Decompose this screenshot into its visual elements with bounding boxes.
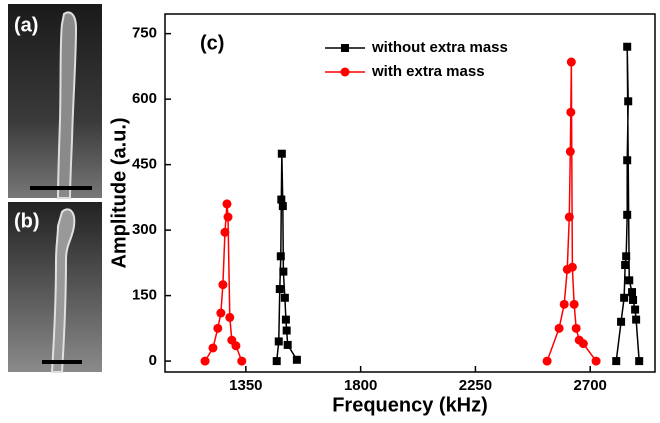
data-point: [578, 339, 588, 349]
data-point: [208, 343, 218, 353]
data-point: [280, 293, 289, 302]
data-point: [612, 357, 621, 366]
data-point: [292, 355, 301, 364]
panel-label: (a): [14, 14, 38, 36]
data-point: [277, 195, 286, 204]
data-point: [216, 308, 226, 318]
plot-frame: [164, 13, 656, 373]
data-point: [624, 97, 633, 106]
data-point: [571, 323, 581, 333]
data-point: [231, 341, 241, 351]
data-point: [220, 227, 230, 237]
y-tick-label: 150: [132, 287, 157, 304]
data-point: [620, 293, 629, 302]
data-point: [225, 312, 235, 322]
legend-label: without extra mass: [371, 39, 508, 56]
data-point: [274, 337, 283, 346]
data-point: [542, 356, 552, 366]
y-tick-label: 300: [132, 221, 157, 238]
data-point: [628, 288, 637, 297]
series-line: [275, 46, 640, 362]
legend-marker: [341, 44, 349, 52]
data-point: [623, 156, 632, 165]
data-point: [631, 305, 640, 314]
data-point: [554, 323, 564, 333]
data-point: [222, 199, 232, 209]
data-point: [283, 340, 292, 349]
x-tick-label: 1350: [229, 377, 262, 394]
data-point: [632, 315, 641, 324]
data-point: [277, 149, 286, 158]
data-point: [276, 252, 285, 261]
data-point: [200, 356, 210, 366]
y-axis-label: Amplitude (a.u.): [108, 117, 130, 268]
data-point: [282, 326, 291, 335]
data-point: [223, 212, 233, 222]
x-tick-label: 2700: [574, 377, 607, 394]
data-point: [281, 315, 290, 324]
data-point: [278, 202, 287, 211]
panel-label: (b): [14, 210, 40, 232]
data-point: [275, 285, 284, 294]
data-point: [565, 147, 575, 157]
y-tick-label: 450: [132, 156, 157, 173]
data-point: [213, 323, 223, 333]
data-point: [237, 356, 247, 366]
y-tick-label: 0: [149, 352, 157, 369]
data-point: [591, 356, 601, 366]
data-point: [272, 357, 281, 366]
sem-image-b: (b): [8, 202, 102, 373]
series-line: [204, 62, 597, 362]
legend-marker: [340, 67, 350, 77]
data-point: [623, 42, 632, 51]
legend-label: with extra mass: [371, 63, 485, 80]
data-point: [635, 357, 644, 366]
data-point: [566, 107, 576, 117]
data-point: [617, 317, 626, 326]
sem-image-a: (a): [8, 4, 102, 199]
data-point: [564, 212, 574, 222]
data-point: [621, 261, 630, 270]
data-point: [566, 57, 576, 67]
data-point: [625, 276, 634, 285]
x-tick-label: 1800: [344, 377, 377, 394]
y-tick-label: 750: [132, 25, 157, 42]
panel-label: (c): [200, 32, 224, 54]
data-point: [569, 299, 579, 309]
data-point: [623, 210, 632, 219]
data-point: [218, 280, 228, 290]
data-point: [622, 252, 631, 261]
y-tick-label: 600: [132, 90, 157, 107]
data-point: [629, 295, 638, 304]
x-tick-label: 2250: [459, 377, 492, 394]
x-axis-label: Frequency (kHz): [332, 394, 488, 416]
data-point: [559, 299, 569, 309]
data-point: [279, 267, 288, 276]
data-point: [567, 262, 577, 272]
